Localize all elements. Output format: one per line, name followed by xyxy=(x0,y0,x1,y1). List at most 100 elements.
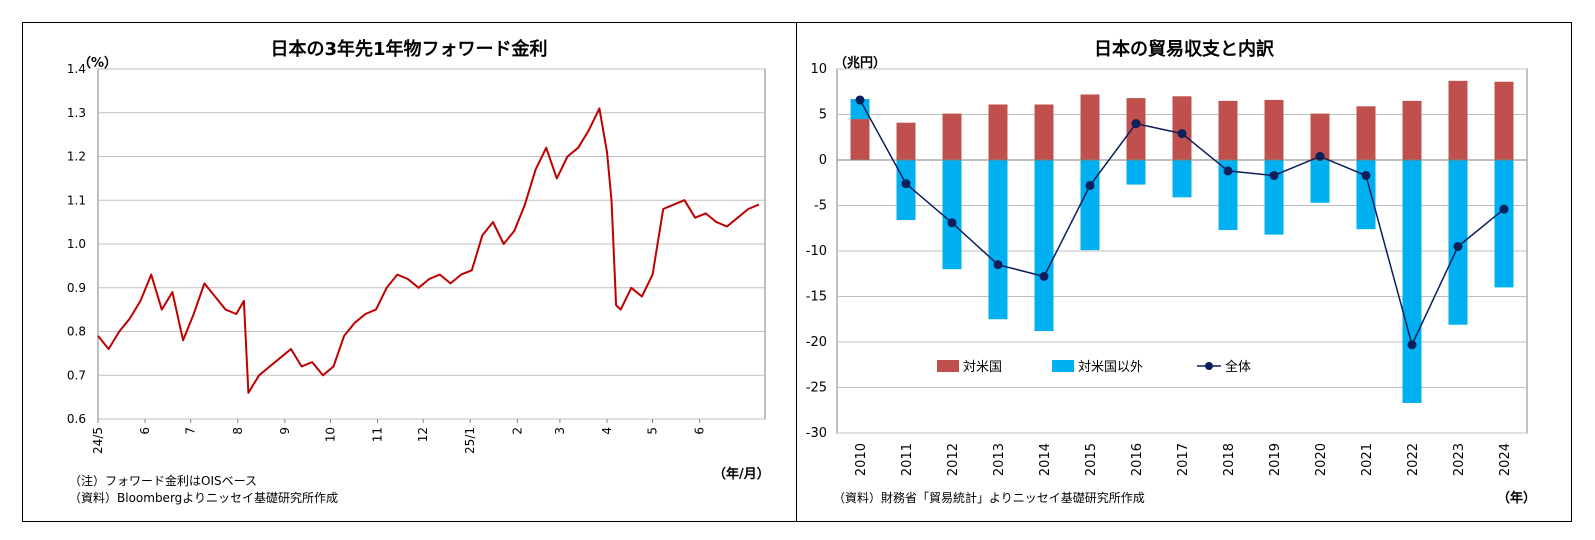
bar-us xyxy=(896,122,916,160)
left-source: （資料）Bloombergよりニッセイ基礎研究所作成 xyxy=(69,491,339,505)
bar-non-us xyxy=(1494,160,1514,288)
y-tick-label: -15 xyxy=(806,290,827,305)
x-tick-label: 2021 xyxy=(1360,443,1375,476)
x-tick-label: 4 xyxy=(600,427,614,435)
bar-non-us xyxy=(850,99,870,120)
x-tick-label: 12 xyxy=(416,427,430,442)
left-chart-title: 日本の3年先1年物フォワード金利 xyxy=(270,39,548,60)
forward-rate-line xyxy=(97,107,760,394)
y-tick-label: 10 xyxy=(810,62,827,77)
right-source: （資料）財務省「貿易統計」よりニッセイ基礎研究所作成 xyxy=(833,491,1145,505)
x-tick-label: 2024 xyxy=(1498,443,1513,476)
right-x-unit: （年） xyxy=(1497,491,1537,506)
right-chart-title: 日本の貿易収支と内訳 xyxy=(1094,39,1274,60)
bar-non-us xyxy=(988,160,1008,320)
bar-us xyxy=(1172,96,1192,160)
total-point xyxy=(1499,204,1509,214)
x-tick-label: 25/1 xyxy=(463,427,477,454)
x-tick-label: 2019 xyxy=(1268,443,1283,476)
x-tick-label: 2013 xyxy=(992,443,1007,476)
x-tick-label: 9 xyxy=(278,427,292,435)
y-tick-label: 1.1 xyxy=(67,193,86,207)
total-point xyxy=(1407,340,1417,350)
x-tick-label: 7 xyxy=(184,427,198,435)
legend-label-total: 全体 xyxy=(1225,359,1251,375)
x-tick-label: 2 xyxy=(510,427,524,435)
bar-us xyxy=(1494,81,1514,160)
x-tick-label: 2017 xyxy=(1176,443,1191,476)
bar-us xyxy=(1310,113,1330,160)
y-tick-label: 0.7 xyxy=(67,368,86,382)
bar-us xyxy=(1034,104,1054,160)
y-tick-label: 1.2 xyxy=(67,150,86,164)
x-tick-label: 6 xyxy=(138,427,152,435)
total-point xyxy=(947,218,957,228)
left-note: （注）フォワード金利はOISベース xyxy=(69,474,258,488)
bar-non-us xyxy=(1310,160,1330,203)
x-tick-label: 2018 xyxy=(1222,443,1237,476)
x-tick-label: 2015 xyxy=(1084,443,1099,476)
right-y-unit: （兆円） xyxy=(834,56,887,71)
bar-us xyxy=(1264,99,1284,160)
y-tick-label: -25 xyxy=(806,381,827,396)
y-tick-label: -30 xyxy=(806,426,827,441)
bar-non-us xyxy=(1080,160,1100,251)
right-chart-panel: 日本の貿易収支と内訳 （兆円） -30 -25 -20 -15 -10 -5 0 5 10 201… xyxy=(797,23,1571,521)
total-point xyxy=(1269,170,1279,180)
x-tick-label: 8 xyxy=(231,427,245,435)
left-line-chart: 0.6 0.7 0.8 0.9 1.0 1.1 1.2 1.3 1.4 24/5 6 7 8 9 10 11 1… xyxy=(67,62,766,454)
x-tick-label: 2014 xyxy=(1038,443,1053,476)
right-bar-chart: -30 -25 -20 -15 -10 -5 0 5 10 2010 2011 2012 2013 201… xyxy=(806,62,1528,476)
legend-swatch-us xyxy=(937,360,959,372)
total-point xyxy=(1315,151,1325,161)
total-point xyxy=(1177,129,1187,139)
y-tick-label: -10 xyxy=(806,244,827,259)
bar-us xyxy=(1126,98,1146,160)
bar-us xyxy=(850,119,870,160)
x-tick-label: 5 xyxy=(646,427,660,435)
y-tick-label: 0 xyxy=(819,153,827,168)
bar-us xyxy=(1448,80,1468,160)
total-point xyxy=(1039,271,1049,281)
bar-us xyxy=(942,113,962,160)
total-point xyxy=(1131,119,1141,129)
bar-non-us xyxy=(1264,160,1284,235)
x-tick-label: 11 xyxy=(371,427,385,442)
y-tick-label: 0.6 xyxy=(67,412,86,426)
bar-non-us xyxy=(1356,160,1376,230)
bar-non-us xyxy=(1218,160,1238,231)
bar-non-us xyxy=(1402,160,1422,403)
bar-us xyxy=(1356,106,1376,160)
bar-non-us xyxy=(1172,160,1192,198)
bar-non-us xyxy=(942,160,962,270)
total-point xyxy=(993,260,1003,270)
bar-us xyxy=(1402,100,1422,160)
x-tick-label: 2023 xyxy=(1452,443,1467,476)
x-tick-label: 10 xyxy=(323,427,337,442)
legend-label-non-us: 対米国以外 xyxy=(1078,360,1143,375)
x-tick-label: 2011 xyxy=(900,443,915,476)
x-tick-label: 2016 xyxy=(1130,443,1145,476)
x-tick-label: 6 xyxy=(693,427,707,435)
bar-non-us xyxy=(1034,160,1054,332)
x-tick-label: 24/5 xyxy=(91,427,105,454)
left-x-unit: （年/月） xyxy=(713,467,770,482)
y-tick-label: 5 xyxy=(819,108,827,123)
y-tick-label: -5 xyxy=(814,199,827,214)
x-tick-label: 3 xyxy=(553,427,567,435)
y-tick-label: 0.8 xyxy=(67,325,86,339)
y-tick-label: 0.9 xyxy=(67,281,86,295)
bar-non-us xyxy=(1126,160,1146,185)
bar-us xyxy=(1218,100,1238,160)
figure-frame xyxy=(22,22,1572,522)
y-tick-label: 1.0 xyxy=(67,237,86,251)
left-chart-panel: 日本の3年先1年物フォワード金利 （%） 0.6 0.7 0.8 0.9 1.0 1.1 1… xyxy=(23,23,795,521)
x-tick-label: 2010 xyxy=(854,443,869,476)
total-point xyxy=(1085,180,1095,190)
total-point xyxy=(1361,170,1371,180)
y-tick-label: 1.3 xyxy=(67,106,86,120)
x-tick-label: 2022 xyxy=(1406,443,1421,476)
total-point xyxy=(1453,241,1463,251)
x-tick-label: 2020 xyxy=(1314,443,1329,476)
legend-marker-total xyxy=(1205,362,1213,370)
